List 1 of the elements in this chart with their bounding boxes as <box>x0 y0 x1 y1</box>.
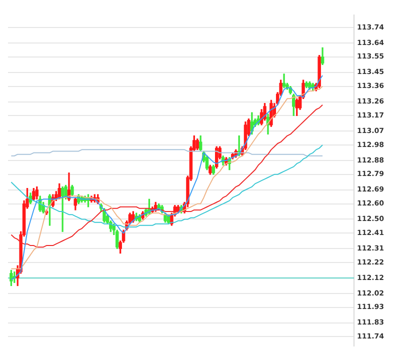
candlestick <box>60 186 64 232</box>
